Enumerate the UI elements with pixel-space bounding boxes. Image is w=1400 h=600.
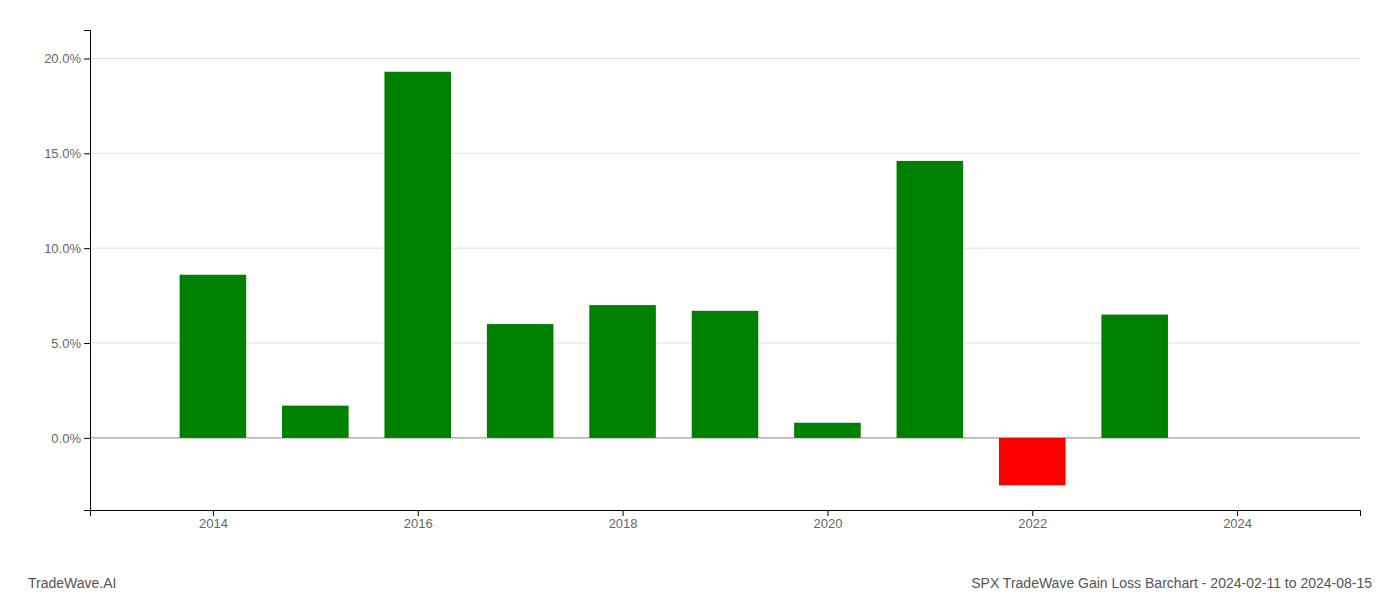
y-tick-label: 10.0% <box>44 241 81 256</box>
y-tick: 0.0% <box>51 431 90 446</box>
x-tick-label: 2022 <box>1018 516 1047 531</box>
y-tick-mark <box>84 248 90 249</box>
bars <box>180 72 1168 486</box>
y-tick-label: 0.0% <box>51 431 81 446</box>
grid <box>90 58 1360 437</box>
x-tick-mark <box>213 510 214 516</box>
x-tick-mark <box>1032 510 1033 516</box>
y-axis-line <box>84 31 91 511</box>
y-tick-mark <box>84 58 90 59</box>
x-tick-label: 2020 <box>813 516 842 531</box>
bar <box>897 161 964 438</box>
x-tick-label: 2016 <box>404 516 433 531</box>
x-tick: 2016 <box>404 510 433 531</box>
bar <box>487 324 554 438</box>
grid-line <box>90 248 1360 249</box>
x-axis-line <box>91 511 1361 517</box>
y-tick: 15.0% <box>44 146 90 161</box>
bar <box>1101 315 1168 438</box>
x-tick: 2014 <box>199 510 228 531</box>
y-tick-mark <box>84 438 90 439</box>
bar <box>180 275 247 438</box>
bar <box>589 305 656 438</box>
x-tick-label: 2024 <box>1223 516 1252 531</box>
y-tick: 10.0% <box>44 241 90 256</box>
x-tick: 2022 <box>1018 510 1047 531</box>
x-tick-mark <box>623 510 624 516</box>
grid-line <box>90 58 1360 59</box>
y-tick-label: 5.0% <box>51 336 81 351</box>
x-tick-mark <box>1237 510 1238 516</box>
bar <box>692 311 759 438</box>
bar <box>384 72 451 438</box>
bar <box>999 438 1066 485</box>
y-tick-mark <box>84 153 90 154</box>
y-tick: 5.0% <box>51 336 90 351</box>
y-tick-mark <box>84 343 90 344</box>
x-tick: 2024 <box>1223 510 1252 531</box>
bar <box>794 423 861 438</box>
bar <box>282 406 349 438</box>
y-axis: 0.0% 5.0% 10.0% 15.0% 20.0% <box>44 31 90 511</box>
plot: 0.0%5.0%10.0%15.0%20.0%20142016201820202… <box>44 31 1360 532</box>
x-tick-mark <box>418 510 419 516</box>
x-tick: 2018 <box>609 510 638 531</box>
y-tick-label: 20.0% <box>44 51 81 66</box>
x-tick-mark <box>827 510 828 516</box>
grid-line <box>90 153 1360 154</box>
x-tick: 2020 <box>813 510 842 531</box>
y-tick: 20.0% <box>44 51 90 66</box>
x-tick-label: 2018 <box>609 516 638 531</box>
title: SPX TradeWave Gain Loss Barchart - 2024-… <box>971 575 1372 591</box>
chart: 0.0%5.0%10.0%15.0%20.0%20142016201820202… <box>0 0 1400 600</box>
x-tick-label: 2014 <box>199 516 228 531</box>
x-axis: 2014 2016 2018 2020 2022 2024 <box>91 510 1361 531</box>
y-tick-label: 15.0% <box>44 146 81 161</box>
footer-left: TradeWave.AI <box>28 575 116 591</box>
